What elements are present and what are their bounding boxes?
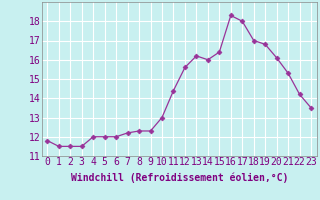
X-axis label: Windchill (Refroidissement éolien,°C): Windchill (Refroidissement éolien,°C) <box>70 173 288 183</box>
